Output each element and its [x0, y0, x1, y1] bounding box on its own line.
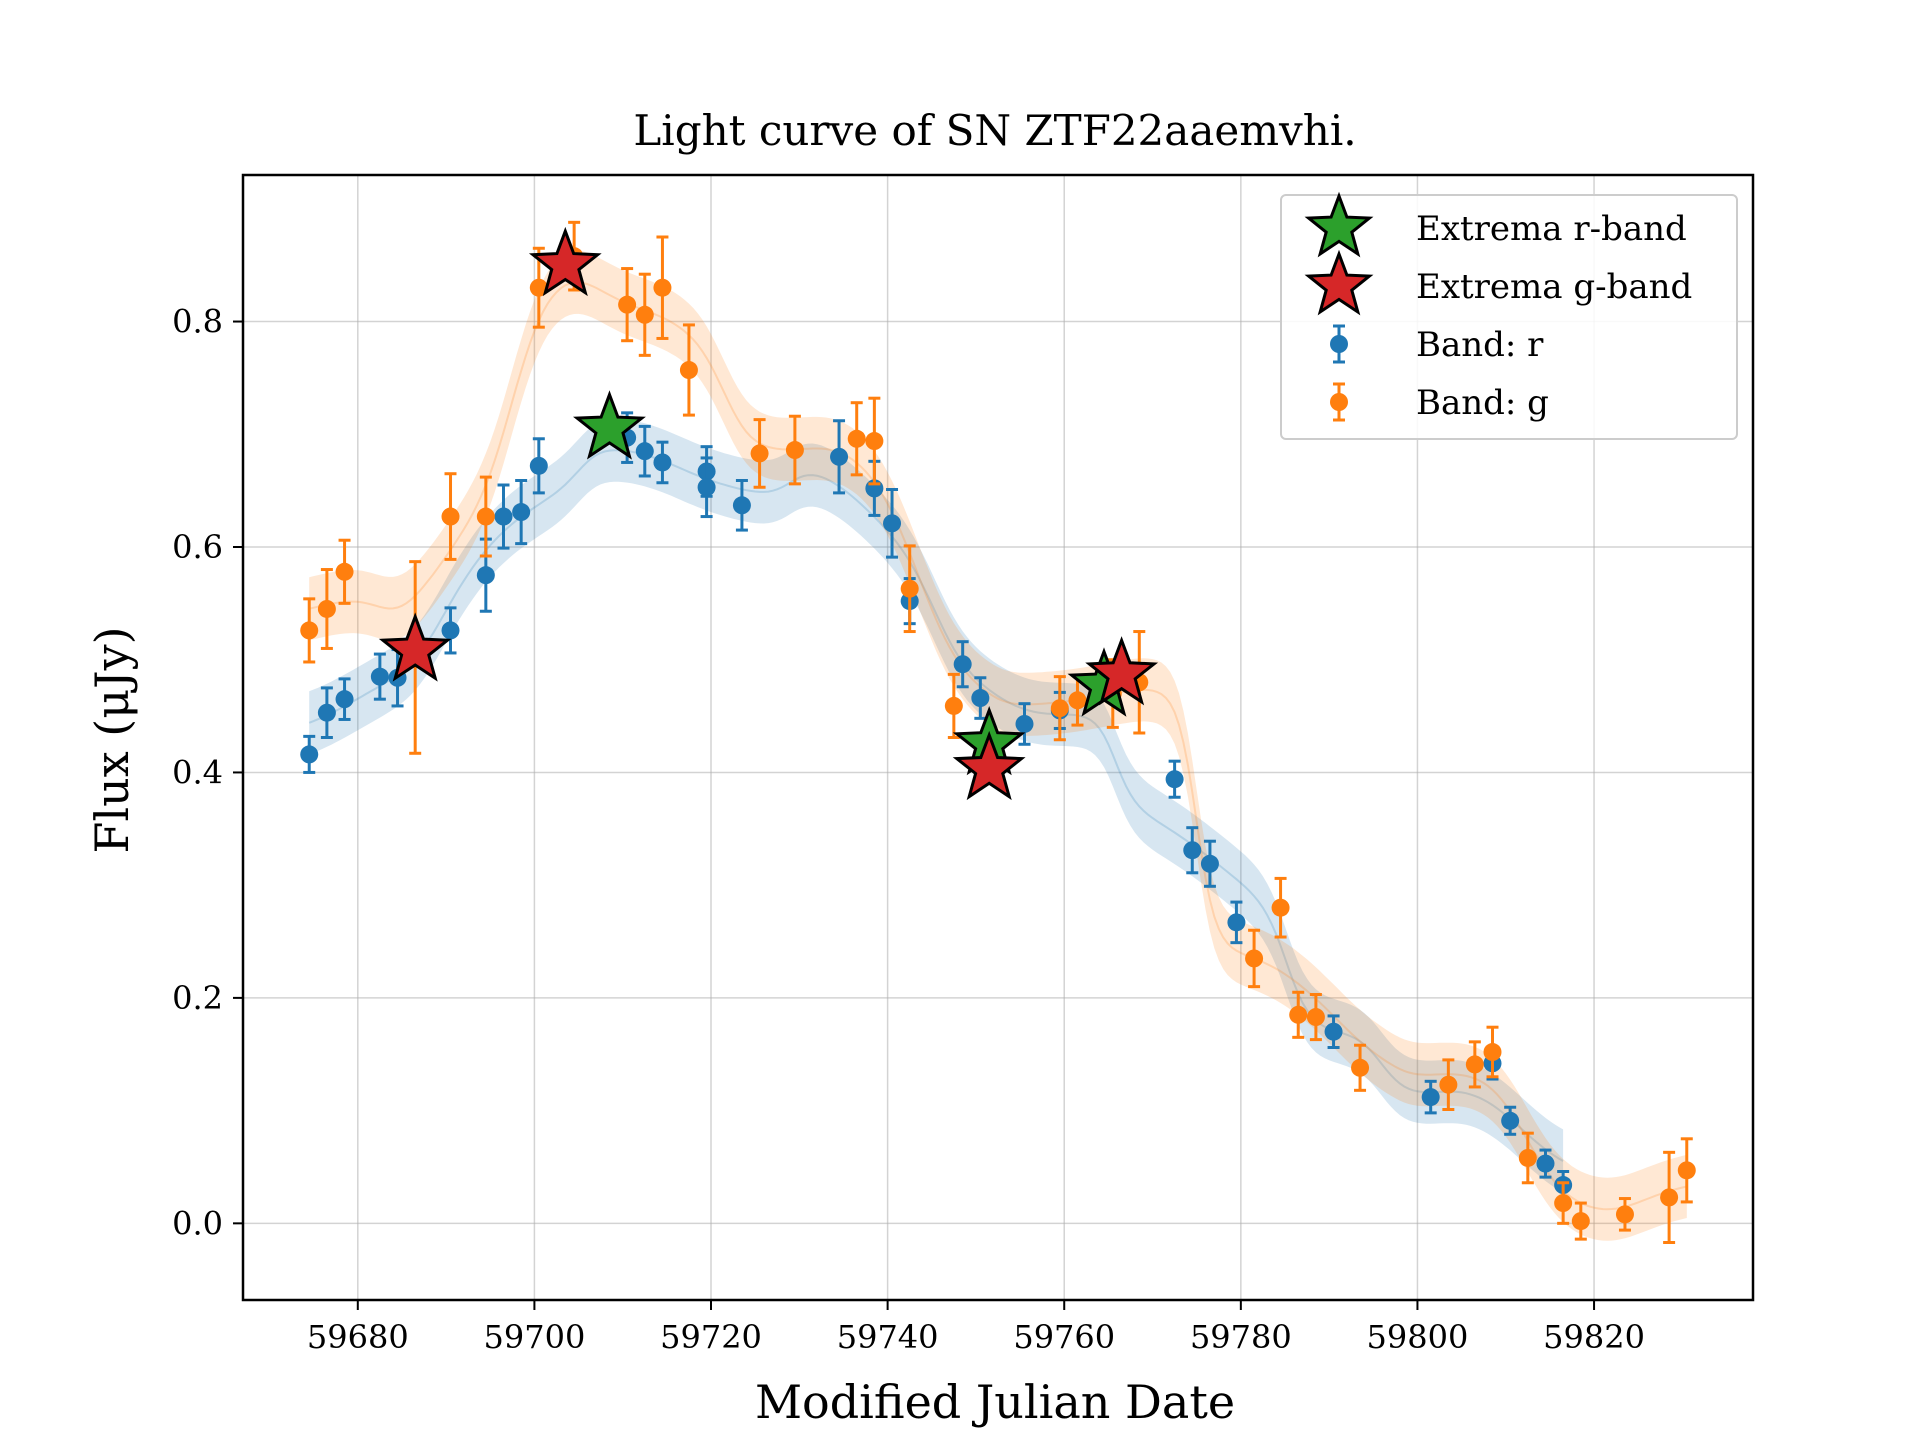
data-point-g: [1245, 928, 1264, 989]
y-tick-label: 0.4: [172, 753, 223, 791]
x-tick-label: 59740: [837, 1318, 939, 1356]
data-point-g: [1306, 993, 1325, 1042]
data-point-r: [335, 677, 354, 721]
data-point-r: [1324, 1014, 1343, 1049]
legend-item: Extrema g-band: [1304, 249, 1692, 316]
data-point-g: [1518, 1131, 1537, 1185]
data-point-r: [953, 640, 972, 689]
y-axis-label: Flux (μJy): [85, 626, 139, 853]
x-tick-label: 59780: [1190, 1318, 1292, 1356]
data-point-g: [1483, 1025, 1502, 1079]
data-point-g: [335, 538, 354, 605]
data-point-g: [300, 597, 319, 664]
data-point-r: [830, 419, 849, 495]
legend-box: [1280, 194, 1738, 440]
data-point-g: [618, 267, 637, 343]
data-point-r: [1421, 1079, 1440, 1115]
data-point-r: [635, 424, 654, 478]
data-point-g: [476, 475, 495, 558]
legend-star-marker: [1304, 191, 1374, 258]
x-tick-label: 59680: [307, 1318, 409, 1356]
legend-label: Extrema g-band: [1416, 267, 1692, 307]
data-point-g: [1050, 675, 1069, 742]
data-point-g: [653, 235, 672, 340]
axis-ticks: 59680 59700 59720 59740 59760 59780 59800 59820…: [172, 303, 1645, 1356]
data-point-r: [1015, 702, 1034, 746]
x-tick-label: 59760: [1013, 1318, 1115, 1356]
legend-label: Band: g: [1416, 383, 1549, 423]
data-point-r: [1227, 900, 1246, 945]
extrema-star-g: [952, 730, 1026, 801]
data-point-g: [529, 246, 548, 329]
data-point-g: [785, 414, 804, 486]
data-point-g: [847, 401, 866, 477]
x-tick-label: 59700: [484, 1318, 586, 1356]
x-tick-label: 59720: [660, 1318, 762, 1356]
data-point-g: [900, 544, 919, 634]
data-point-r: [529, 437, 548, 495]
data-point-r: [317, 686, 336, 739]
extrema-star-g: [528, 226, 602, 297]
data-point-r: [1183, 826, 1202, 875]
data-point-r: [732, 478, 751, 532]
data-point-g: [1465, 1040, 1484, 1089]
data-point-g: [635, 272, 654, 357]
data-point-r: [883, 488, 902, 559]
data-point-g: [317, 568, 336, 650]
data-point-g: [1289, 990, 1308, 1039]
y-tick-label: 0.6: [172, 528, 223, 566]
extrema-star-g: [378, 612, 452, 682]
data-point-r: [1165, 759, 1184, 799]
extrema-star-r: [573, 390, 646, 460]
legend-item: Extrema r-band: [1304, 191, 1687, 258]
data-point-r: [1200, 839, 1219, 888]
data-point-g: [679, 323, 698, 417]
legend-item: Band: g: [1330, 382, 1549, 423]
data-point-g: [1615, 1197, 1634, 1232]
data-point-r: [370, 652, 389, 701]
y-tick-label: 0.2: [172, 979, 223, 1017]
legend-star-marker: [1304, 249, 1374, 316]
data-point-g: [1677, 1137, 1696, 1204]
data-points: [300, 220, 1696, 1245]
data-point-g: [1439, 1058, 1458, 1111]
y-tick-label: 0.8: [172, 303, 223, 341]
data-point-g: [750, 418, 769, 489]
data-point-r: [441, 606, 460, 655]
legend-item: Band: r: [1330, 324, 1544, 365]
data-point-r: [512, 478, 531, 546]
data-point-r: [1501, 1105, 1520, 1136]
legend-label: Band: r: [1416, 325, 1544, 365]
extrema-markers: [378, 226, 1159, 801]
data-point-g: [865, 396, 884, 486]
data-point-g: [441, 472, 460, 561]
extrema-star-g: [1085, 636, 1159, 706]
gp-band-g: [309, 250, 1687, 1241]
x-tick-label: 59800: [1367, 1318, 1469, 1356]
data-point-r: [494, 483, 513, 550]
y-tick-label: 0.0: [172, 1204, 223, 1242]
data-point-g: [944, 672, 963, 739]
data-point-r: [300, 734, 319, 774]
legend: Extrema r-band Extrema g-band Band: r Band:…: [1280, 191, 1738, 440]
data-point-r: [653, 440, 672, 485]
x-tick-label: 59820: [1543, 1318, 1645, 1356]
data-point-r: [971, 676, 990, 720]
chart-title: Light curve of SN ZTF22aaemvhi.: [633, 106, 1356, 155]
data-point-g: [1554, 1181, 1573, 1225]
gp-band-r: [309, 418, 1564, 1193]
legend-dot: [1330, 393, 1348, 411]
legend-dot: [1330, 335, 1348, 353]
data-point-r: [1536, 1148, 1555, 1179]
legend-label: Extrema r-band: [1416, 209, 1687, 249]
plot-frame: [241, 173, 1755, 1302]
data-point-g: [1271, 876, 1290, 939]
data-point-g: [1351, 1043, 1370, 1092]
data-point-r: [697, 456, 716, 519]
x-axis-label: Modified Julian Date: [755, 1375, 1235, 1429]
data-point-g: [1660, 1150, 1679, 1245]
data-point-g: [1571, 1201, 1590, 1241]
